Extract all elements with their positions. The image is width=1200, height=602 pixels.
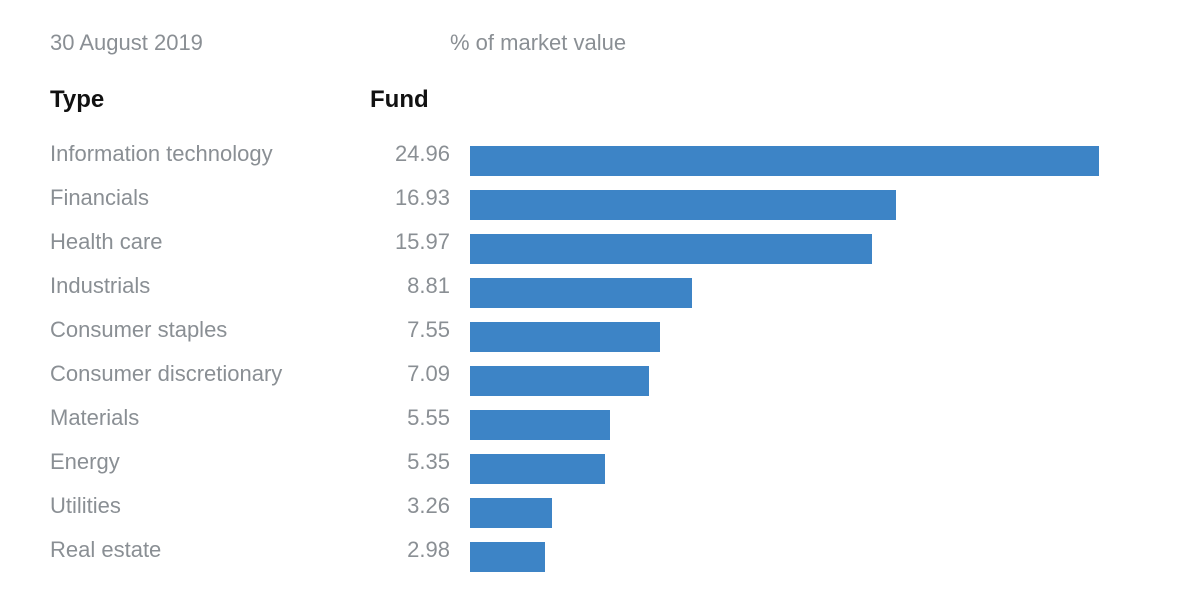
top-row: 30 August 2019 % of market value (50, 30, 1150, 56)
table-row: Health care15.97 (50, 220, 1150, 264)
column-header-type: Type (50, 86, 370, 114)
row-label: Health care (50, 229, 370, 255)
bar-track (470, 139, 1150, 169)
table-row: Materials5.55 (50, 396, 1150, 440)
bar (470, 498, 552, 528)
row-label: Materials (50, 405, 370, 431)
row-label: Consumer staples (50, 317, 370, 343)
bar (470, 190, 896, 220)
row-value: 24.96 (370, 141, 470, 167)
table-row: Consumer discretionary7.09 (50, 352, 1150, 396)
bar-track (470, 183, 1150, 213)
row-label: Real estate (50, 537, 370, 563)
row-value: 15.97 (370, 229, 470, 255)
row-label: Industrials (50, 273, 370, 299)
chart-subtitle: % of market value (450, 30, 626, 56)
bar (470, 410, 610, 440)
fund-allocation-chart: 30 August 2019 % of market value Type Fu… (0, 0, 1200, 602)
row-value: 8.81 (370, 273, 470, 299)
row-value: 7.55 (370, 317, 470, 343)
bar (470, 234, 872, 264)
table-row: Energy5.35 (50, 440, 1150, 484)
row-label: Information technology (50, 141, 370, 167)
bar (470, 146, 1099, 176)
row-label: Energy (50, 449, 370, 475)
bar (470, 278, 692, 308)
row-label: Financials (50, 185, 370, 211)
row-label: Consumer discretionary (50, 361, 370, 387)
table-row: Utilities3.26 (50, 484, 1150, 528)
row-value: 5.55 (370, 405, 470, 431)
bar (470, 542, 545, 572)
table-row: Financials16.93 (50, 176, 1150, 220)
bar (470, 454, 605, 484)
bar-track (470, 359, 1150, 389)
row-value: 16.93 (370, 185, 470, 211)
table-row: Information technology24.96 (50, 132, 1150, 176)
row-value: 7.09 (370, 361, 470, 387)
bar-track (470, 447, 1150, 477)
table-row: Industrials8.81 (50, 264, 1150, 308)
table-row: Consumer staples7.55 (50, 308, 1150, 352)
bar (470, 366, 649, 396)
chart-rows: Information technology24.96Financials16.… (50, 132, 1150, 572)
bar-track (470, 491, 1150, 521)
row-label: Utilities (50, 493, 370, 519)
row-value: 2.98 (370, 537, 470, 563)
as-of-date: 30 August 2019 (50, 30, 450, 56)
table-row: Real estate2.98 (50, 528, 1150, 572)
bar (470, 322, 660, 352)
bar-track (470, 315, 1150, 345)
row-value: 5.35 (370, 449, 470, 475)
bar-track (470, 227, 1150, 257)
row-value: 3.26 (370, 493, 470, 519)
bar-track (470, 403, 1150, 433)
bar-track (470, 535, 1150, 565)
bar-track (470, 271, 1150, 301)
column-headers: Type Fund (50, 86, 1150, 114)
column-header-fund: Fund (370, 86, 460, 114)
